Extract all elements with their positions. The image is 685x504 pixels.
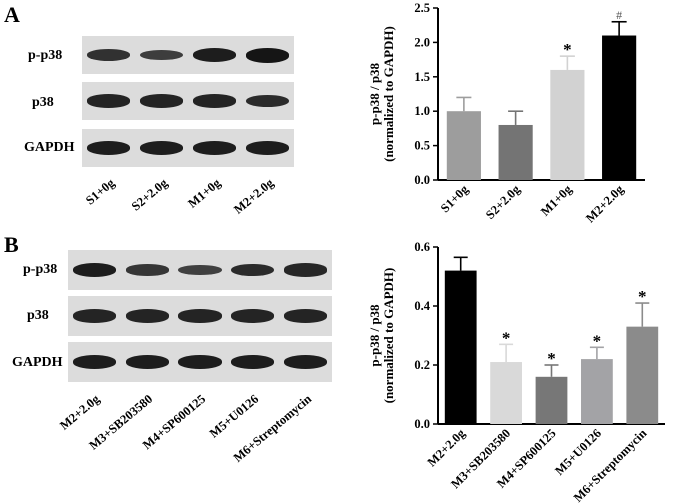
y-tick-label: 2.5 — [414, 1, 430, 15]
band-p-p38-4 — [231, 263, 275, 277]
bar-5 — [626, 326, 659, 424]
x-tick-label-3: M1+0g — [538, 182, 575, 219]
band-p38-5 — [283, 309, 328, 323]
band-gapdh-5 — [283, 354, 328, 370]
x-tick-label-4: M2+2.0g — [583, 182, 627, 226]
panel-b-letter: B — [4, 232, 19, 257]
band-gapdh-1 — [72, 354, 117, 370]
band-p38-1 — [72, 309, 117, 323]
band-gapdh-3 — [192, 140, 237, 156]
band-p38-2 — [125, 309, 169, 323]
x-tick-label-1: M2+2.0g — [425, 426, 469, 470]
band-p-p38-5 — [283, 263, 328, 277]
y-tick-label: 0.2 — [414, 358, 430, 372]
band-p38-3 — [178, 309, 222, 323]
band-gapdh-3 — [178, 354, 222, 370]
significance-mark-2: * — [502, 328, 511, 347]
band-p-p38-3 — [192, 47, 237, 63]
bar-2 — [498, 124, 533, 180]
significance-mark-3: * — [547, 349, 556, 368]
band-p38-3 — [192, 94, 237, 108]
band-gapdh-4 — [231, 354, 275, 370]
blot-label-gapdh-a: GAPDH — [24, 140, 75, 155]
significance-mark-4: # — [616, 8, 622, 22]
band-gapdh-4 — [245, 140, 290, 156]
x-tick-label-2: S2+2.0g — [483, 182, 523, 222]
x-tick-label-1: S1+0g — [438, 182, 472, 216]
bar-4 — [581, 359, 613, 424]
band-p-p38-2 — [125, 264, 169, 276]
blot-label-ppp38-b: p-p38 — [23, 262, 58, 277]
band-p-p38-3 — [178, 264, 222, 276]
blot-label-p38-b: p38 — [27, 308, 49, 323]
significance-mark-4: * — [593, 331, 602, 350]
y-tick-label: 2.0 — [414, 35, 430, 49]
y-tick-label: 0.0 — [414, 173, 430, 187]
bar-chart-panel-b: 0.0 0.2 0.4 0.6 p-p38 / p38 (normalized to GA… — [367, 240, 665, 504]
band-gapdh-2 — [139, 140, 184, 156]
band-p38-2 — [139, 94, 184, 108]
y-tick-label: 1.5 — [414, 70, 430, 84]
bar-chart-panel-a: 0.0 0.5 1.0 1.5 2.0 2.5 p-p38 / p38 (normalized… — [367, 1, 645, 226]
band-p38-4 — [231, 309, 275, 323]
blot-label-p38-a: p38 — [32, 95, 54, 110]
y-axis-label: p-p38 / p38 — [367, 62, 382, 125]
panel-a-letter: A — [4, 2, 20, 27]
bar-4 — [602, 35, 637, 180]
band-p38-4 — [245, 94, 290, 108]
y-axis-label: p-p38 / p38 — [367, 304, 382, 367]
band-gapdh-2 — [125, 354, 169, 370]
bar-3 — [535, 376, 568, 424]
band-p-p38-1 — [72, 262, 117, 278]
band-p38-1 — [86, 94, 131, 108]
band-p-p38-4 — [245, 47, 290, 63]
y-tick-label: 1.0 — [414, 104, 430, 118]
y-tick-label: 0.6 — [414, 240, 430, 254]
y-tick-label: 0.5 — [414, 139, 430, 153]
significance-mark-3: * — [563, 40, 572, 59]
band-p-p38-1 — [86, 48, 131, 62]
band-gapdh-1 — [86, 140, 131, 156]
bar-2 — [490, 362, 522, 424]
blot-label-ppp38-a: p-p38 — [28, 48, 63, 63]
y-tick-label: 0.0 — [414, 417, 430, 431]
y-tick-label: 0.4 — [414, 299, 430, 313]
y-axis-label-sub: (normalized to GAPDH) — [381, 26, 396, 162]
blot-label-gapdh-b: GAPDH — [12, 355, 63, 370]
bar-1 — [446, 111, 481, 180]
y-axis-label-sub: (normalized to GAPDH) — [381, 268, 396, 404]
band-p-p38-2 — [139, 49, 184, 61]
bar-1 — [444, 270, 477, 424]
significance-mark-5: * — [638, 287, 647, 306]
bar-3 — [550, 69, 585, 180]
